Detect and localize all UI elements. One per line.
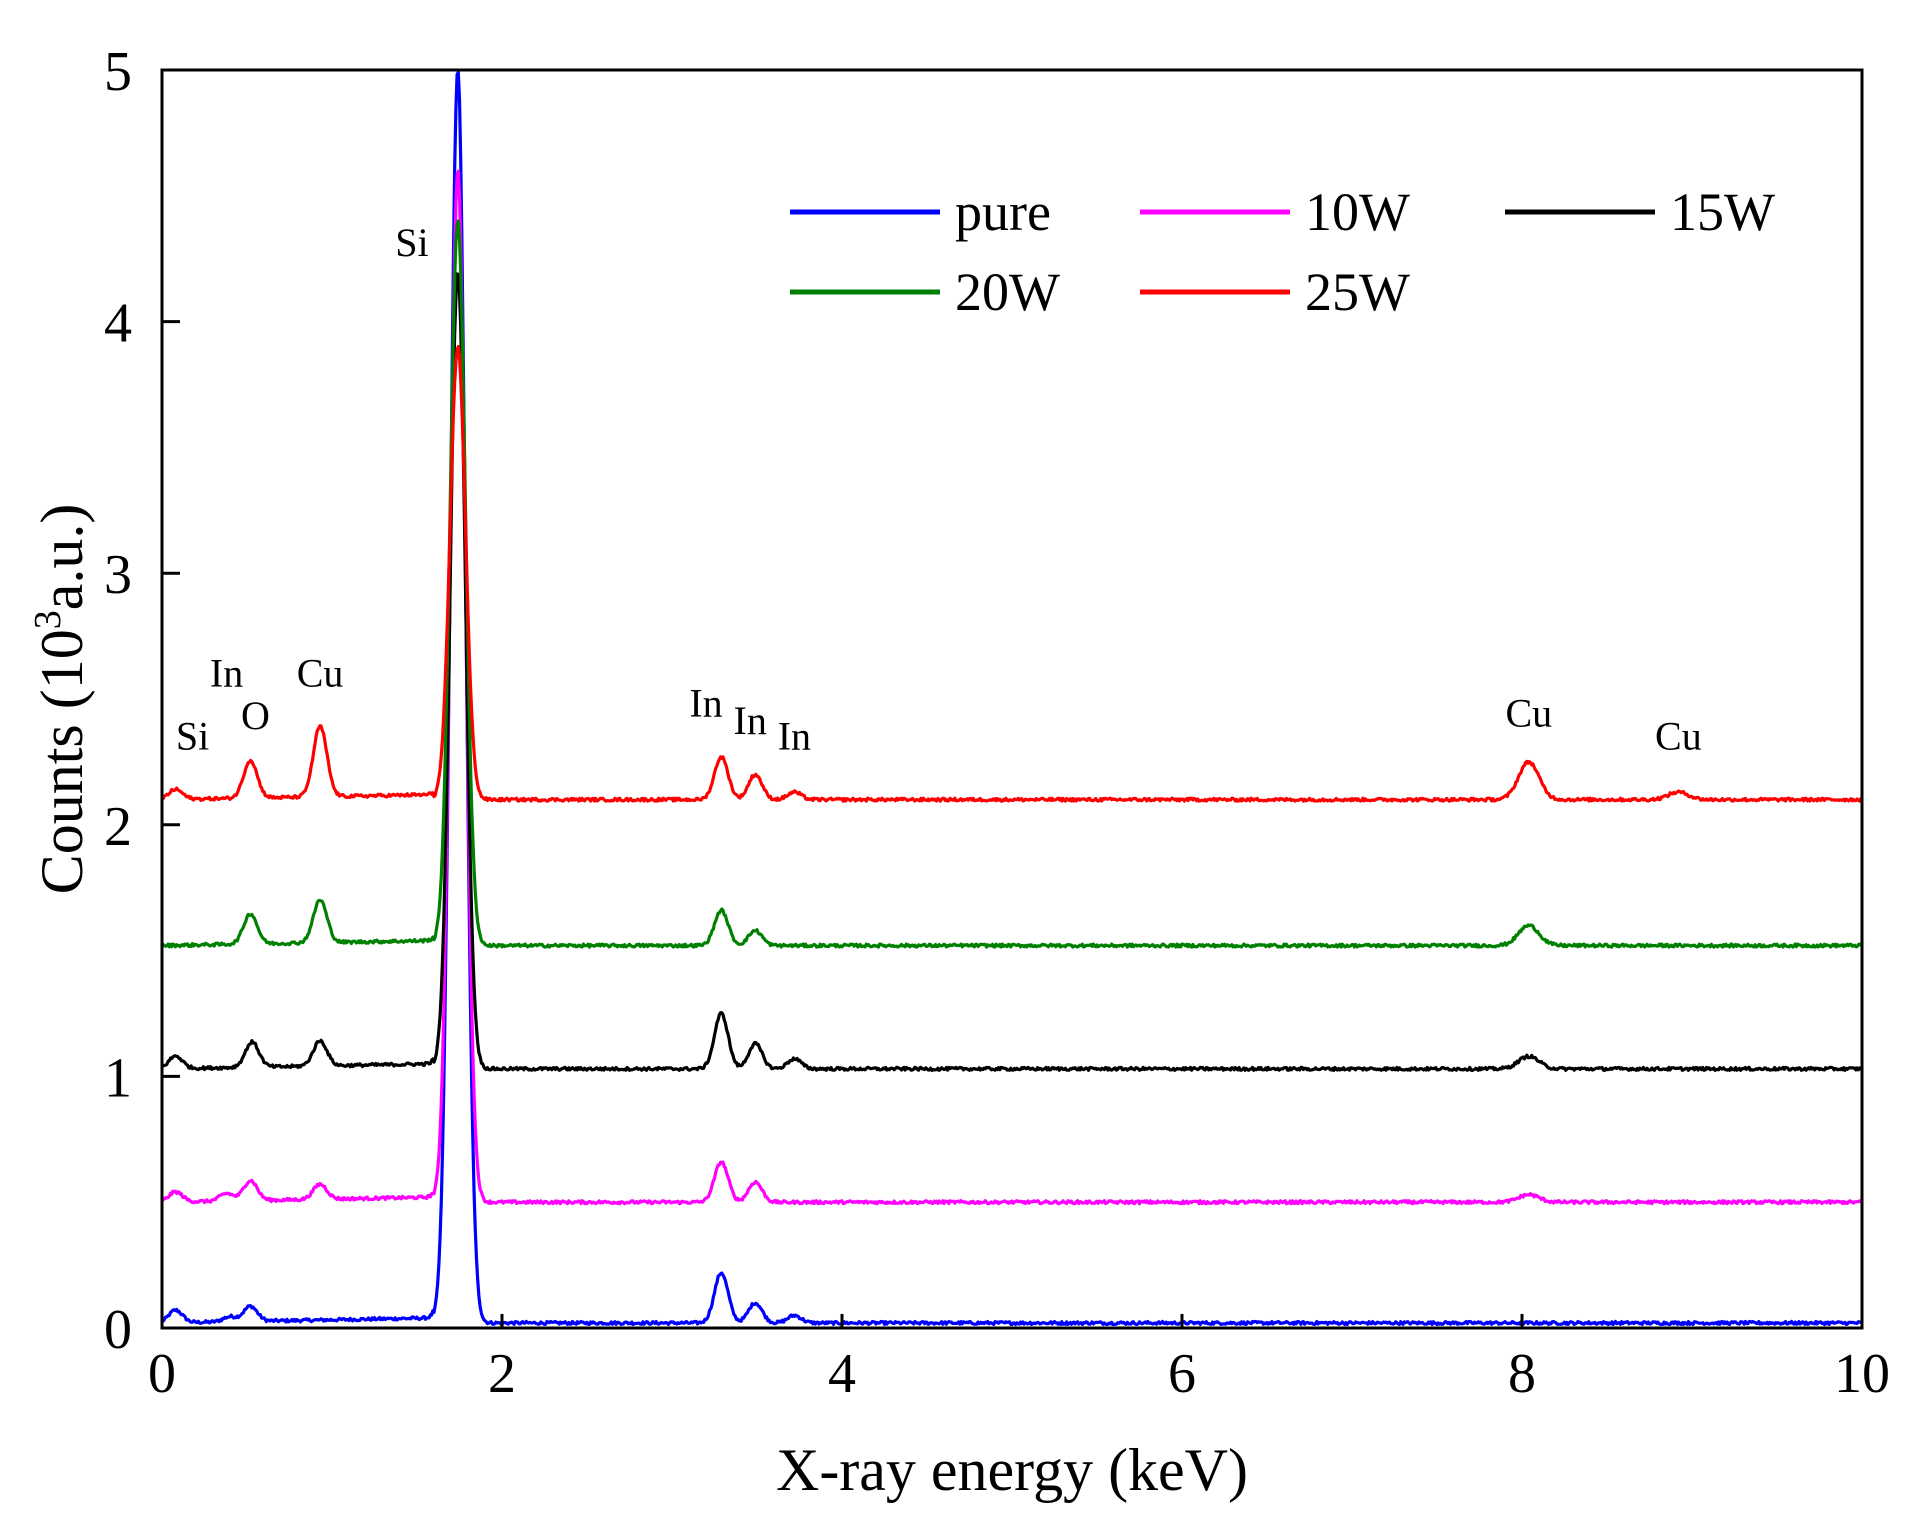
- axis-ticks: 0 2 4 6 8 10 0 1 2 3 4 5: [104, 41, 1890, 1405]
- y-tick-label: 3: [104, 544, 132, 606]
- x-axis-title: X-ray energy (keV): [776, 1437, 1248, 1503]
- legend-label-pure: pure: [955, 182, 1051, 242]
- x-tick-label: 4: [828, 1343, 856, 1405]
- series-line-10w: [162, 169, 1862, 1206]
- y-axis-title: Counts (103a.u.): [27, 504, 95, 895]
- legend: pure 10W 15W 20W 25W: [790, 182, 1775, 322]
- x-tick-label: 0: [148, 1343, 176, 1405]
- legend-label-15w: 15W: [1670, 182, 1775, 242]
- y-tick-label: 2: [104, 796, 132, 858]
- plot-frame: [160, 68, 1864, 1330]
- legend-label-25w: 25W: [1305, 262, 1410, 322]
- series-line-15w: [162, 272, 1862, 1072]
- x-tick-label: 6: [1168, 1343, 1196, 1405]
- y-tick-label: 4: [104, 293, 132, 355]
- peak-label: Cu: [1655, 713, 1702, 758]
- legend-label-10w: 10W: [1305, 182, 1410, 242]
- x-tick-label: 2: [488, 1343, 516, 1405]
- y-tick-label: 5: [104, 41, 132, 103]
- y-tick-label: 0: [104, 1299, 132, 1361]
- peak-label: In: [734, 698, 767, 743]
- series-line-20w: [162, 219, 1862, 949]
- y-axis-title-prefix: Counts (10: [29, 629, 95, 894]
- x-tick-label: 8: [1508, 1343, 1536, 1405]
- peak-label: Si: [395, 220, 428, 265]
- peak-label: In: [778, 713, 811, 758]
- peak-label: Cu: [1505, 691, 1552, 736]
- y-axis-title-suffix: a.u.): [29, 504, 95, 611]
- peak-label: Cu: [297, 650, 344, 695]
- x-tick-label: 10: [1834, 1343, 1890, 1405]
- series-line-25w: [162, 344, 1862, 803]
- peak-label: Si: [176, 713, 209, 758]
- legend-label-20w: 20W: [955, 262, 1060, 322]
- y-tick-label: 1: [104, 1047, 132, 1109]
- peak-label: O: [241, 693, 270, 738]
- peak-label: In: [210, 650, 243, 695]
- series-layer: [162, 70, 1862, 1327]
- y-axis-title-superscript: 3: [27, 610, 69, 629]
- peak-label: In: [689, 681, 722, 726]
